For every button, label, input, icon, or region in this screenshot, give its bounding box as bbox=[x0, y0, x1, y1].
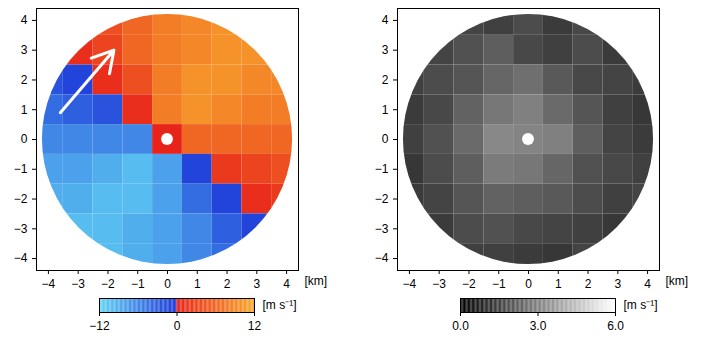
svg-text:[km]: [km] bbox=[305, 274, 328, 288]
svg-text:−2: −2 bbox=[462, 277, 476, 291]
svg-text:−12: −12 bbox=[89, 319, 110, 332]
svg-text:−1: −1 bbox=[492, 277, 506, 291]
svg-text:4: 4 bbox=[21, 13, 28, 27]
svg-text:−3: −3 bbox=[71, 277, 85, 291]
svg-text:1: 1 bbox=[194, 277, 201, 291]
svg-text:[km]: [km] bbox=[666, 274, 689, 288]
svg-text:−2: −2 bbox=[375, 192, 389, 206]
svg-text:−4: −4 bbox=[14, 251, 28, 265]
svg-text:−3: −3 bbox=[375, 222, 389, 236]
svg-text:2: 2 bbox=[382, 73, 389, 87]
svg-text:−2: −2 bbox=[14, 192, 28, 206]
svg-text:3: 3 bbox=[253, 277, 260, 291]
svg-text:−4: −4 bbox=[375, 251, 389, 265]
svg-text:0: 0 bbox=[525, 277, 532, 291]
svg-text:3: 3 bbox=[614, 277, 621, 291]
svg-text:−4: −4 bbox=[42, 277, 56, 291]
svg-text:4: 4 bbox=[644, 277, 651, 291]
svg-text:4: 4 bbox=[382, 13, 389, 27]
svg-text:1: 1 bbox=[555, 277, 562, 291]
svg-text:1: 1 bbox=[382, 103, 389, 117]
svg-text:2: 2 bbox=[585, 277, 592, 291]
svg-text:−1: −1 bbox=[131, 277, 145, 291]
svg-text:0.0: 0.0 bbox=[452, 319, 469, 332]
svg-text:0: 0 bbox=[164, 277, 171, 291]
svg-text:[m s⁻¹]: [m s⁻¹] bbox=[263, 298, 297, 312]
svg-text:3: 3 bbox=[382, 43, 389, 57]
svg-text:−1: −1 bbox=[375, 162, 389, 176]
svg-text:4: 4 bbox=[283, 277, 290, 291]
svg-text:0: 0 bbox=[382, 132, 389, 146]
svg-text:1: 1 bbox=[21, 103, 28, 117]
svg-text:3: 3 bbox=[21, 43, 28, 57]
svg-text:12: 12 bbox=[248, 319, 262, 332]
svg-text:0: 0 bbox=[21, 132, 28, 146]
svg-text:2: 2 bbox=[21, 73, 28, 87]
svg-text:−4: −4 bbox=[403, 277, 417, 291]
svg-text:[m s⁻¹]: [m s⁻¹] bbox=[624, 298, 658, 312]
svg-text:2: 2 bbox=[224, 277, 231, 291]
svg-text:−2: −2 bbox=[101, 277, 115, 291]
svg-text:6.0: 6.0 bbox=[607, 319, 624, 332]
svg-text:−1: −1 bbox=[14, 162, 28, 176]
svg-text:−3: −3 bbox=[432, 277, 446, 291]
svg-text:0: 0 bbox=[174, 319, 181, 332]
svg-text:−3: −3 bbox=[14, 222, 28, 236]
svg-text:3.0: 3.0 bbox=[530, 319, 547, 332]
